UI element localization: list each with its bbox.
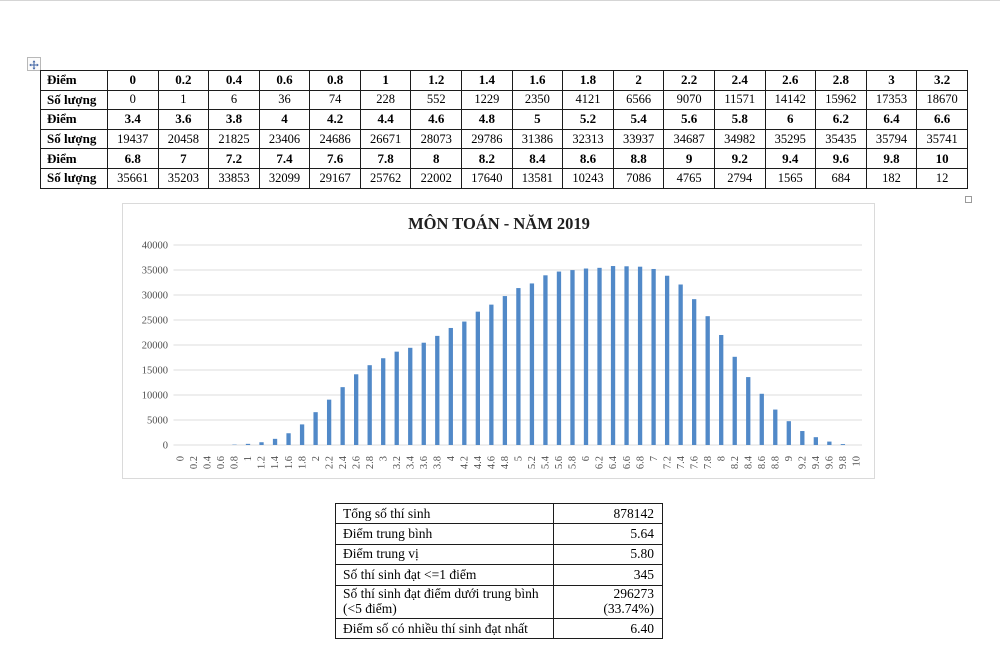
svg-text:3.2: 3.2 [392,456,403,469]
svg-text:9.4: 9.4 [811,455,822,469]
svg-text:2.6: 2.6 [351,456,362,469]
svg-text:8.2: 8.2 [730,456,741,469]
svg-text:6.2: 6.2 [595,456,606,469]
svg-text:9.8: 9.8 [838,456,849,469]
svg-text:1.2: 1.2 [257,456,268,469]
svg-text:5.6: 5.6 [554,456,565,469]
svg-text:9: 9 [784,456,795,461]
svg-text:0.4: 0.4 [203,455,214,469]
svg-text:5.8: 5.8 [568,456,579,469]
svg-text:5.2: 5.2 [527,456,538,469]
svg-text:7: 7 [649,456,660,461]
svg-text:7.2: 7.2 [662,456,673,469]
svg-text:3.6: 3.6 [419,456,430,469]
svg-text:2.8: 2.8 [365,456,376,469]
svg-text:3.8: 3.8 [432,456,443,469]
svg-text:6.6: 6.6 [622,456,633,469]
svg-text:MÔN TOÁN - NĂM 2019: MÔN TOÁN - NĂM 2019 [408,214,590,233]
svg-text:40000: 40000 [142,240,168,251]
svg-text:3.4: 3.4 [405,455,416,469]
svg-text:9.6: 9.6 [825,456,836,469]
svg-text:0.2: 0.2 [189,456,200,469]
svg-text:9.2: 9.2 [798,456,809,469]
svg-text:8.8: 8.8 [770,456,781,469]
svg-text:0.8: 0.8 [230,456,241,469]
svg-text:15000: 15000 [142,365,168,376]
svg-text:4.4: 4.4 [473,455,484,469]
svg-text:2.2: 2.2 [324,456,335,469]
svg-text:4.6: 4.6 [487,456,498,469]
svg-text:7.6: 7.6 [689,456,700,469]
svg-text:1: 1 [243,456,254,461]
svg-text:8: 8 [716,456,727,461]
svg-text:7.4: 7.4 [676,455,687,469]
svg-text:6.8: 6.8 [635,456,646,469]
svg-text:35000: 35000 [142,265,168,276]
svg-text:7.8: 7.8 [703,456,714,469]
svg-text:4.8: 4.8 [500,456,511,469]
svg-text:5.4: 5.4 [541,455,552,469]
svg-text:0.6: 0.6 [216,456,227,469]
svg-text:2.4: 2.4 [338,455,349,469]
svg-text:4: 4 [446,455,457,461]
svg-text:5000: 5000 [147,415,168,426]
svg-text:0: 0 [163,440,168,451]
svg-text:3: 3 [378,456,389,461]
svg-text:1.8: 1.8 [297,456,308,469]
svg-text:0: 0 [176,456,187,461]
svg-text:10: 10 [852,456,863,467]
svg-text:6.4: 6.4 [608,455,619,469]
svg-text:5: 5 [514,456,525,461]
svg-text:25000: 25000 [142,315,168,326]
svg-text:8.4: 8.4 [743,455,754,469]
svg-text:1.6: 1.6 [284,456,295,469]
svg-text:4.2: 4.2 [460,456,471,469]
svg-text:30000: 30000 [142,290,168,301]
svg-text:6: 6 [581,456,592,461]
svg-text:2: 2 [311,456,322,461]
svg-text:8.6: 8.6 [757,456,768,469]
svg-text:20000: 20000 [142,340,168,351]
svg-text:10000: 10000 [142,390,168,401]
svg-text:1.4: 1.4 [270,455,281,469]
